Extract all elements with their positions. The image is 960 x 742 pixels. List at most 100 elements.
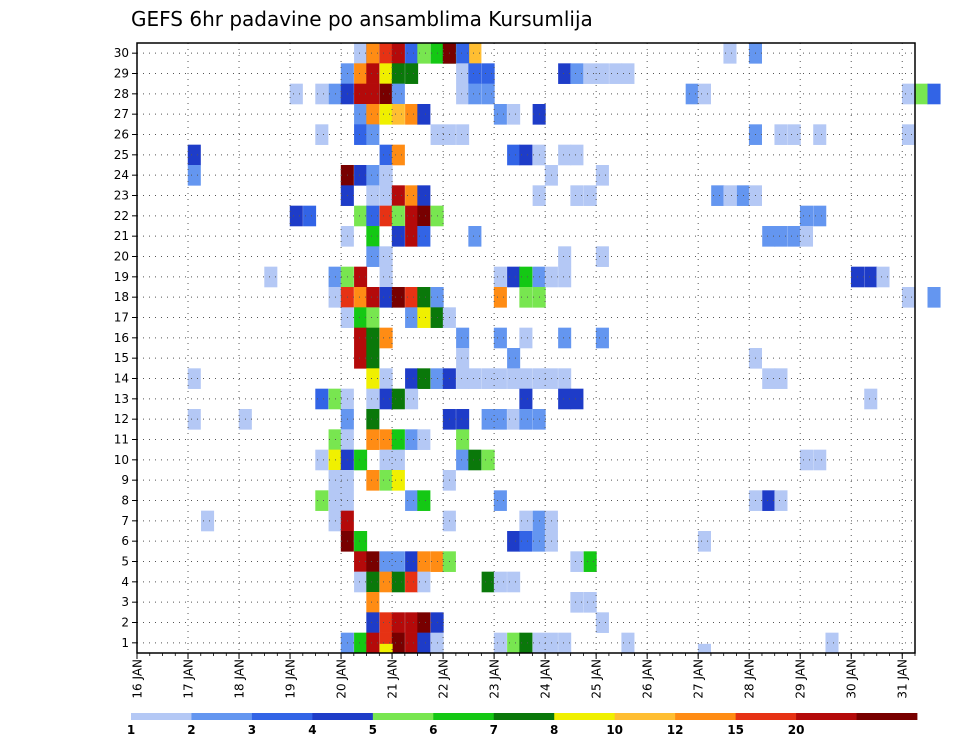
heatmap-cell [405,63,419,84]
heatmap-cell [405,632,419,654]
heatmap-cell [354,531,368,552]
heatmap-cell [481,409,495,430]
heatmap-cell [379,368,393,389]
y-tick-label: 7 [121,514,129,528]
heatmap-cell [799,226,814,247]
y-tick-label: 28 [114,87,129,101]
heatmap-cell [366,246,380,267]
heatmap-cell [354,551,368,572]
heatmap-cell [187,409,201,430]
heatmap-cell [405,43,419,64]
colorbar-legend: 1 2 3 4 5 6 7 8 10 12 15 20 [127,713,918,737]
heatmap-cell [405,104,419,125]
heatmap-cell [583,592,597,613]
heatmap-cell [456,429,470,450]
colorbar-label: 4 [308,723,316,737]
heatmap-cell [379,104,393,125]
heatmap-cell [379,83,393,105]
heatmap-cell [519,327,533,349]
heatmap-cell [493,490,507,511]
heatmap-cell [379,449,393,471]
heatmap-cell [799,205,814,227]
y-tick-label: 3 [121,595,129,609]
y-tick-label: 18 [114,290,129,304]
heatmap-cell [507,368,521,389]
colorbar-swatch [554,713,616,720]
y-tick-label: 6 [121,534,129,548]
heatmap-cell [354,287,368,308]
heatmap-cell [621,63,635,84]
colorbar-swatch [372,713,434,720]
x-tick-label: 25 JAN [590,659,604,699]
heatmap-cell [876,266,890,288]
heatmap-cell [391,632,405,654]
heatmap-cell [187,144,201,166]
heatmap-cell [468,83,482,105]
heatmap-cell [354,63,368,84]
heatmap-cell [481,83,495,105]
heatmap-cell [366,226,380,247]
heatmap-cell [354,307,368,328]
heatmap-cell [468,63,482,84]
y-tick-label: 12 [114,412,129,426]
colorbar-swatch [251,713,313,720]
heatmap-cell [379,43,393,64]
heatmap-cell [762,226,776,247]
heatmap-cell [481,449,495,471]
heatmap-cell [315,83,329,105]
heatmap-cell [558,388,572,410]
heatmap-cell [391,612,405,633]
heatmap-cell [417,185,431,206]
heatmap-cell [901,124,916,145]
heatmap-cell [570,185,584,206]
heatmap-cell [558,327,572,349]
heatmap-cell [187,368,201,389]
heatmap-cell [774,368,788,389]
heatmap-cell [379,612,393,633]
heatmap-cell [697,531,711,552]
heatmap-cell [391,83,405,105]
heatmap-cell [774,124,788,145]
heatmap-cell [379,287,393,308]
heatmap-cell [264,266,278,288]
heatmap-cell [354,83,368,105]
heatmap-cell [315,490,329,511]
heatmap-cell [366,348,380,369]
heatmap-cell [366,368,380,389]
colorbar-swatch [131,713,192,720]
y-tick-label: 27 [114,107,129,121]
heatmap-cell [405,226,419,247]
heatmap-cell [391,205,405,227]
heatmap-cell [901,83,916,105]
heatmap-cell [303,205,317,227]
heatmap-cell [315,449,329,471]
y-tick-label: 11 [114,433,129,447]
x-tick-label: 20 JAN [335,659,349,699]
y-tick-label: 13 [114,392,129,406]
plot-frame [136,42,916,654]
colorbar-label: 5 [369,723,377,737]
x-tick-label: 16 JAN [131,659,145,699]
heatmap-cell [915,83,929,105]
grid-lines [137,43,915,653]
heatmap-cell [595,246,609,267]
heatmap-cell [481,368,495,389]
heatmap-cell [366,165,380,186]
heatmap-cell [864,388,878,410]
heatmap-cell [366,185,380,206]
heatmap-cell [685,83,699,105]
heatmap-cell [366,205,380,227]
x-tick-label: 21 JAN [386,659,400,699]
heatmap-cell [507,266,521,288]
heatmap-cell [379,643,393,654]
heatmap-cell [366,388,380,410]
x-tick-label: 26 JAN [641,659,655,699]
heatmap-cell [366,43,380,64]
heatmap-cell [456,449,470,471]
heatmap-cell [315,388,329,410]
heatmap-cell [507,531,521,552]
heatmap-cell [799,449,814,471]
y-tick-label: 23 [114,189,129,203]
x-tick-label: 27 JAN [692,659,706,699]
y-tick-label: 5 [121,555,129,569]
